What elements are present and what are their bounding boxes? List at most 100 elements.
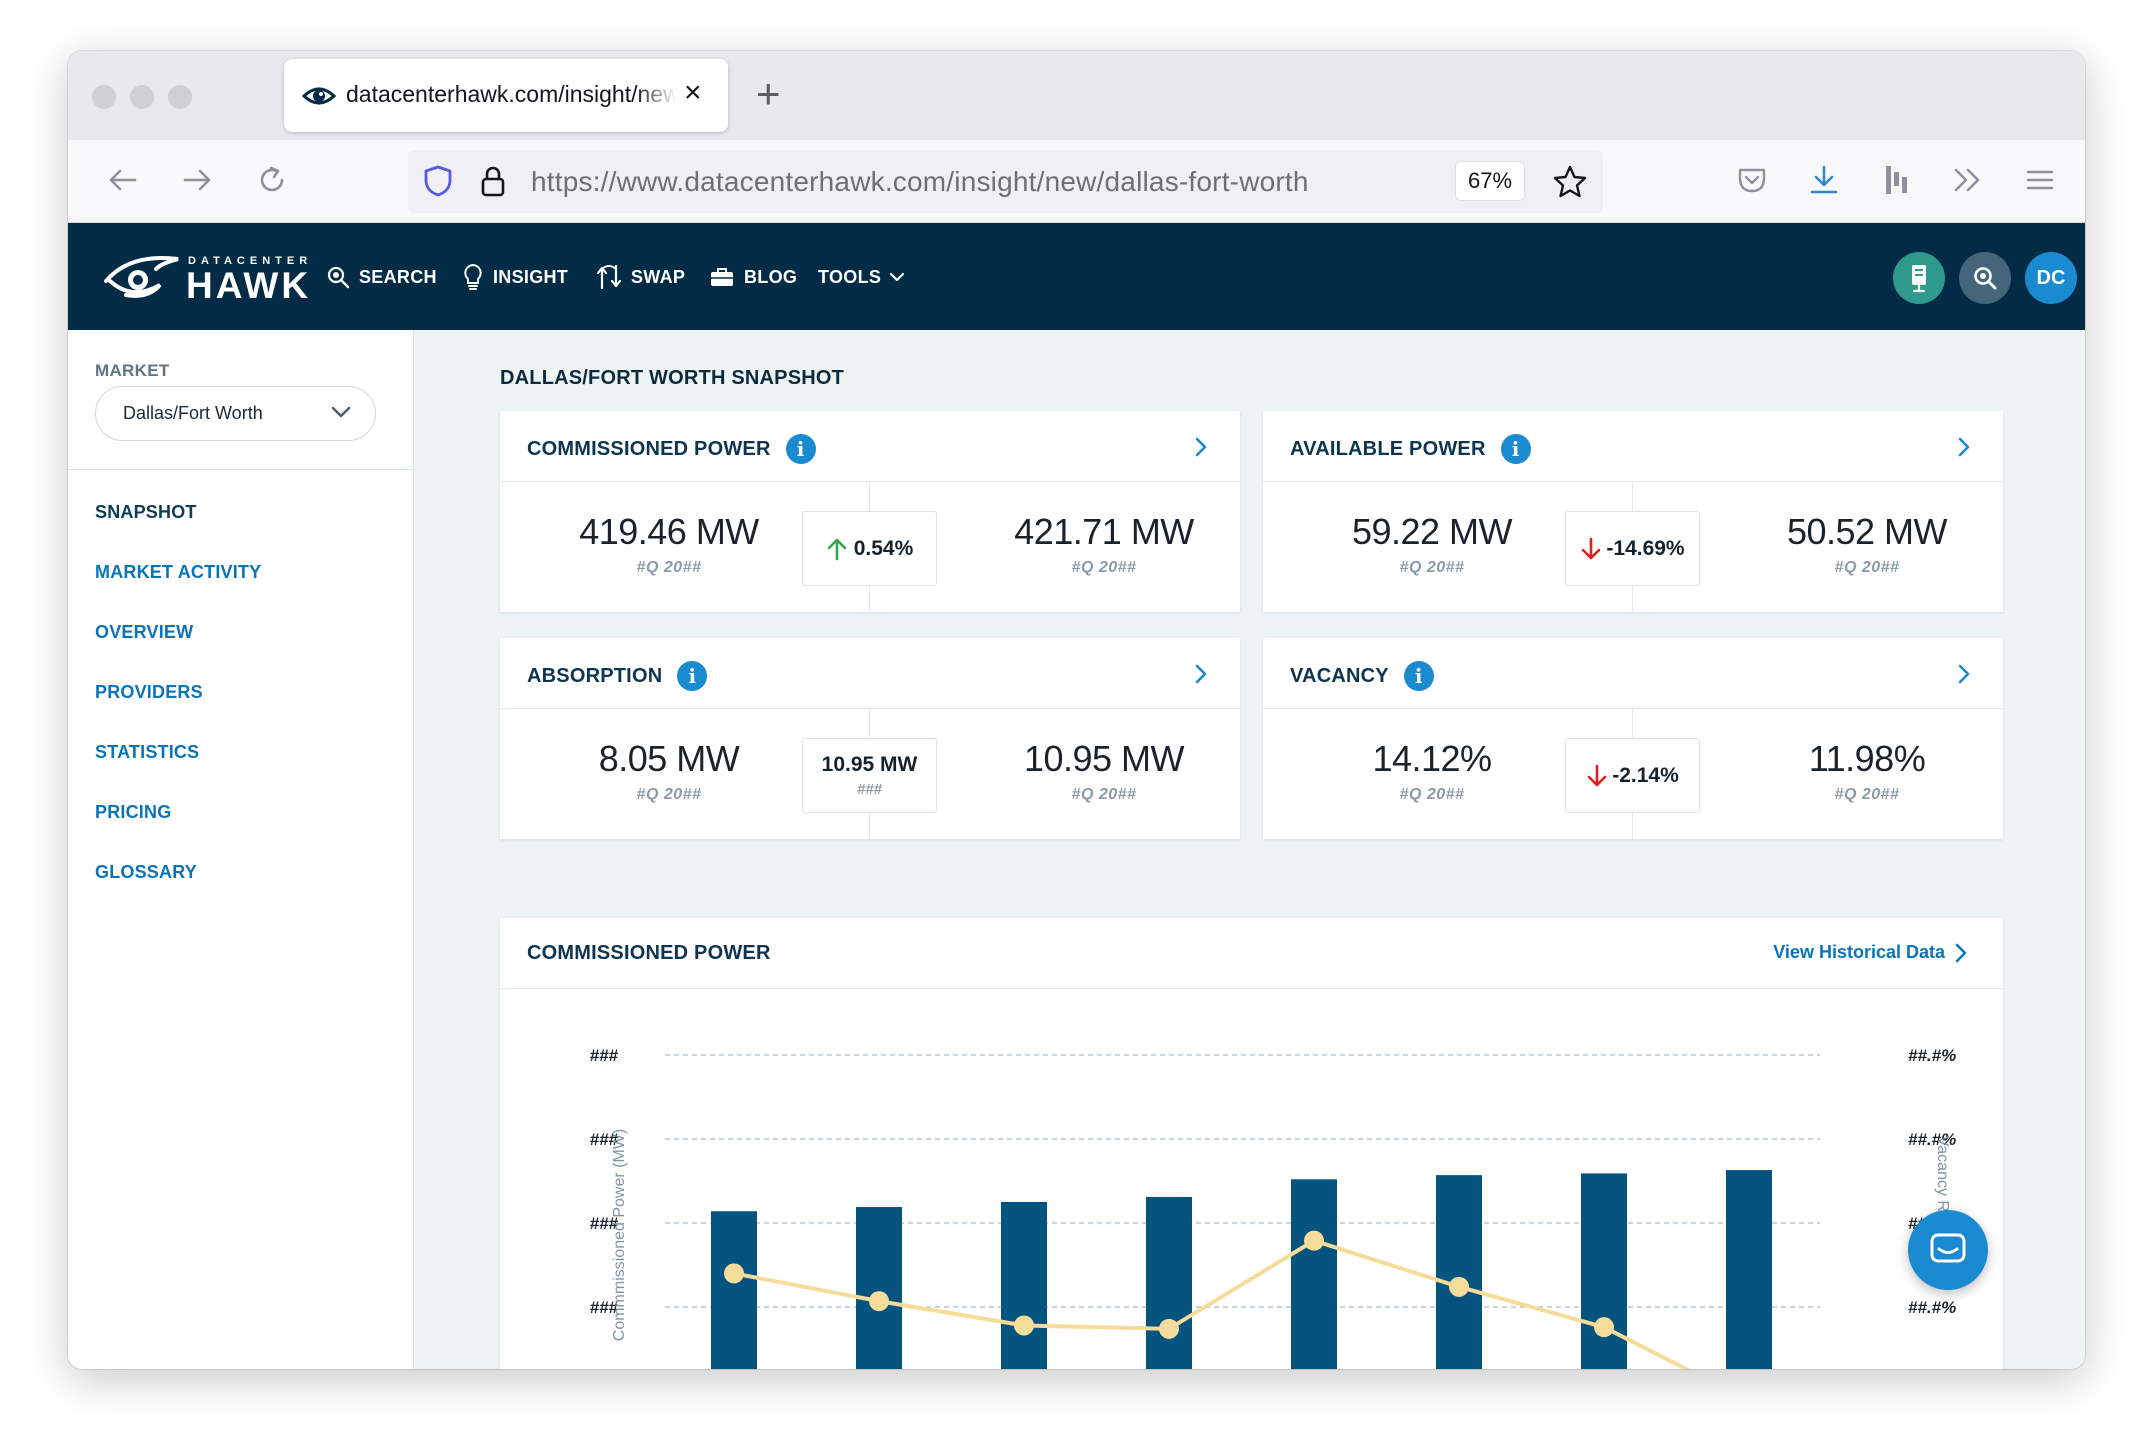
nav-swap[interactable]: SWAP <box>596 263 685 291</box>
y-axis-right-tick-label: ##.#% <box>1908 1298 1956 1317</box>
card-header[interactable]: AVAILABLE POWER i <box>1263 411 2003 482</box>
zoom-level-button[interactable]: 67% <box>1456 162 1524 200</box>
previous-value: 14.12% #Q 20## <box>1282 738 1582 804</box>
chart-bar <box>1291 1179 1337 1369</box>
sidebar-item-snapshot[interactable]: SNAPSHOT <box>95 502 197 522</box>
nav-blog[interactable]: BLOG <box>709 263 797 291</box>
change-value: -14.69% <box>1606 536 1685 560</box>
more-tools-button[interactable] <box>1948 160 1988 200</box>
y-axis-left-tick-label: ### <box>590 1214 619 1233</box>
extension-button[interactable] <box>1876 160 1916 200</box>
card-header[interactable]: COMMISSIONED POWER i <box>500 411 1240 482</box>
back-button[interactable] <box>102 160 142 200</box>
info-icon[interactable]: i <box>1500 434 1531 464</box>
view-historical-data-link[interactable]: View Historical Data <box>1773 942 1967 963</box>
chart-bar <box>1581 1173 1627 1369</box>
previous-value-period: #Q 20## <box>636 786 702 803</box>
change-sub: ### <box>856 781 883 798</box>
current-value-period: #Q 20## <box>1834 559 1900 576</box>
url-text[interactable]: https://www.datacenterhawk.com/insight/n… <box>531 166 1309 198</box>
sidebar-item-market-activity[interactable]: MARKET ACTIVITY <box>95 562 262 582</box>
tab-close-icon[interactable]: × <box>684 76 702 109</box>
current-value: 421.71 MW #Q 20## <box>954 511 1254 577</box>
hawk-eye-logo-icon <box>104 255 179 298</box>
card-header[interactable]: VACANCY i <box>1263 638 2003 709</box>
previous-value-number: 59.22 MW <box>1351 511 1513 552</box>
chart-header: COMMISSIONED POWER View Historical Data <box>500 918 2003 989</box>
chevron-right-icon[interactable] <box>1957 436 1971 458</box>
minimize-window-button[interactable] <box>130 85 154 109</box>
tab-title: datacenterhawk.com/insight/new/dallas-fo… <box>346 81 676 107</box>
y-axis-left-tick-label: ### <box>590 1130 619 1149</box>
chart-bar <box>711 1211 757 1369</box>
pocket-button[interactable] <box>1732 160 1772 200</box>
market-select[interactable]: Dallas/Fort Worth <box>95 386 376 441</box>
current-value: 11.98% #Q 20## <box>1717 738 2017 804</box>
extension-bars-icon <box>1886 166 1907 194</box>
chat-bubble-icon <box>1930 1233 1966 1263</box>
nav-swap-label: SWAP <box>631 266 686 287</box>
card-title: ABSORPTION <box>527 664 663 687</box>
datacenterhawk-logo[interactable]: DATACENTER HAWK <box>102 251 316 306</box>
nav-search[interactable]: SEARCH <box>326 263 437 291</box>
chart-bar <box>1001 1202 1047 1369</box>
chart-bar <box>1436 1175 1482 1369</box>
card-header[interactable]: ABSORPTION i <box>500 638 1240 709</box>
chevron-right-icon[interactable] <box>1194 663 1208 685</box>
sidebar-item-overview[interactable]: OVERVIEW <box>95 622 194 642</box>
sidebar-item-providers[interactable]: PROVIDERS <box>95 682 203 702</box>
chart-bar <box>856 1207 902 1369</box>
datacenter-tool-button[interactable] <box>1893 252 1945 304</box>
info-icon[interactable]: i <box>785 434 816 464</box>
chevron-right-icon[interactable] <box>1957 663 1971 685</box>
swap-icon <box>596 264 622 290</box>
change-badge: 10.95 MW ### <box>802 738 937 813</box>
info-icon[interactable]: i <box>1403 661 1434 691</box>
chevron-down-icon <box>331 406 351 418</box>
vacancy-point <box>1594 1317 1614 1338</box>
tracking-protection-shield-icon[interactable] <box>422 164 454 198</box>
nav-insight[interactable]: INSIGHT <box>462 263 568 291</box>
kpi-card-vacancy: VACANCY i 14.12% #Q 20## -2.14% 11.98% #Q… <box>1263 638 2003 839</box>
lock-icon[interactable] <box>478 164 508 198</box>
y-axis-right-tick-label: ##.#% <box>1908 1046 1956 1065</box>
arrow-up-icon <box>827 538 847 560</box>
zoom-window-button[interactable] <box>168 85 192 109</box>
address-bar[interactable]: https://www.datacenterhawk.com/insight/n… <box>408 150 1603 213</box>
chat-support-button[interactable] <box>1908 1210 1988 1290</box>
vacancy-line <box>733 1238 1691 1369</box>
close-window-button[interactable] <box>92 85 116 109</box>
vacancy-point <box>1014 1315 1034 1336</box>
previous-value-period: #Q 20## <box>1399 786 1465 803</box>
user-avatar[interactable]: DC <box>2025 252 2077 304</box>
info-icon[interactable]: i <box>677 661 708 691</box>
change-badge: -2.14% <box>1565 738 1700 813</box>
kpi-card-absorption: ABSORPTION i 8.05 MW #Q 20## 10.95 MW ###… <box>500 638 1240 839</box>
app-menu-button[interactable] <box>2020 160 2060 200</box>
card-title: VACANCY <box>1290 664 1389 687</box>
forward-button[interactable] <box>178 160 218 200</box>
browser-tab[interactable]: datacenterhawk.com/insight/new/dallas-fo… <box>284 59 728 132</box>
sidebar-item-glossary[interactable]: GLOSSARY <box>95 862 197 882</box>
current-value-period: #Q 20## <box>1071 786 1137 803</box>
change-value: 0.54% <box>853 536 914 560</box>
current-value-number: 11.98% <box>1808 738 1926 779</box>
sidebar-item-pricing[interactable]: PRICING <box>95 802 172 822</box>
current-value-number: 421.71 MW <box>1014 511 1194 552</box>
vacancy-point <box>1449 1276 1469 1297</box>
bookmark-star-icon[interactable] <box>1552 164 1588 200</box>
y-axis-left-tick-label: ### <box>590 1046 619 1065</box>
chevron-right-icon <box>1955 943 1967 962</box>
change-value: 10.95 MW <box>821 753 918 776</box>
reload-button[interactable] <box>252 160 292 200</box>
downloads-button[interactable] <box>1804 160 1844 200</box>
current-value-period: #Q 20## <box>1071 559 1137 576</box>
global-search-button[interactable] <box>1959 252 2011 304</box>
chevron-down-icon <box>890 272 905 282</box>
nav-tools[interactable]: TOOLS <box>818 263 905 291</box>
sidebar-item-statistics[interactable]: STATISTICS <box>95 742 200 762</box>
chevron-right-icon[interactable] <box>1194 436 1208 458</box>
previous-value: 419.46 MW #Q 20## <box>519 511 819 577</box>
logo-small-text: DATACENTER <box>188 255 313 267</box>
new-tab-button[interactable]: + <box>756 70 781 117</box>
